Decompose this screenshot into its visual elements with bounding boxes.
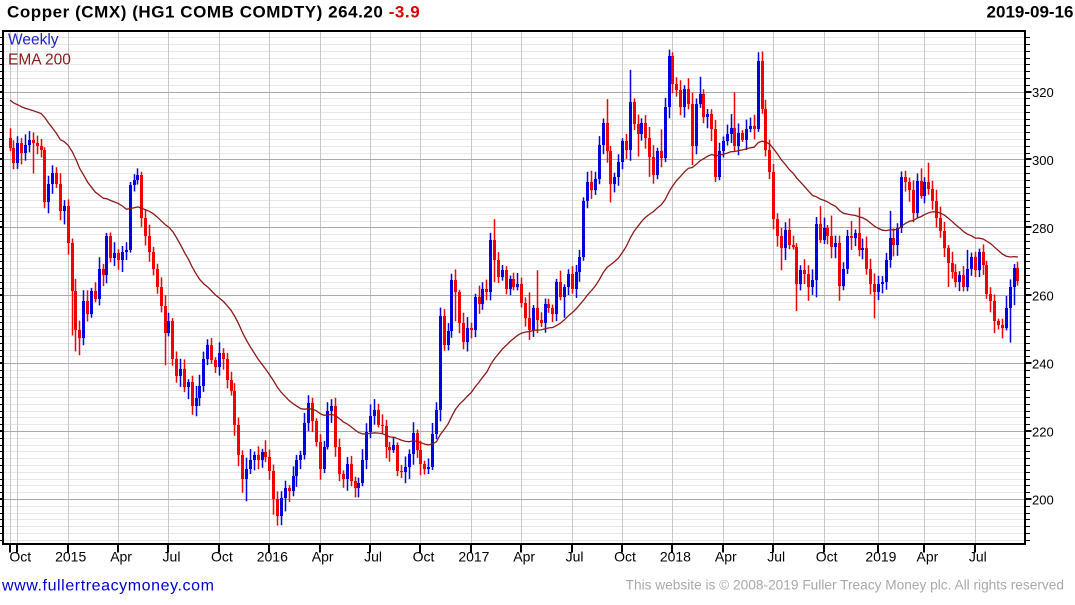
svg-text:EMA 200: EMA 200 [8,52,71,69]
svg-text:Jul: Jul [163,549,181,565]
svg-text:Jul: Jul [364,549,382,565]
svg-text:This website is © 2008-2019 Fu: This website is © 2008-2019 Fuller Treac… [626,578,1064,593]
svg-text:Apr: Apr [110,549,132,565]
svg-text:300: 300 [1032,153,1054,168]
svg-text:Oct: Oct [211,549,233,565]
svg-text:Oct: Oct [816,549,838,565]
svg-text:2017: 2017 [458,549,489,565]
svg-text:Oct: Oct [9,549,31,565]
svg-text:Apr: Apr [312,549,334,565]
svg-text:www.fullertreacymoney.com: www.fullertreacymoney.com [1,578,214,595]
svg-text:Weekly: Weekly [8,32,59,49]
svg-text:Apr: Apr [513,549,535,565]
svg-text:Oct: Oct [614,549,636,565]
svg-text:280: 280 [1032,221,1054,236]
svg-text:2015: 2015 [55,549,86,565]
svg-text:2016: 2016 [257,549,288,565]
svg-text:Jul: Jul [969,549,987,565]
svg-text:2019: 2019 [865,549,896,565]
svg-text:2018: 2018 [660,549,691,565]
svg-text:Oct: Oct [413,549,435,565]
svg-text:220: 220 [1032,425,1054,440]
svg-text:Copper (CMX) (HG1 COMB COMDTY): Copper (CMX) (HG1 COMB COMDTY) 264.20 -3… [7,3,420,22]
svg-text:200: 200 [1032,493,1054,508]
svg-text:240: 240 [1032,357,1054,372]
svg-text:Apr: Apr [715,549,737,565]
svg-text:Jul: Jul [767,549,785,565]
svg-text:Jul: Jul [566,549,584,565]
svg-text:260: 260 [1032,289,1054,304]
svg-text:320: 320 [1032,85,1054,100]
svg-text:2019-09-16: 2019-09-16 [987,3,1074,22]
svg-text:Apr: Apr [917,549,939,565]
